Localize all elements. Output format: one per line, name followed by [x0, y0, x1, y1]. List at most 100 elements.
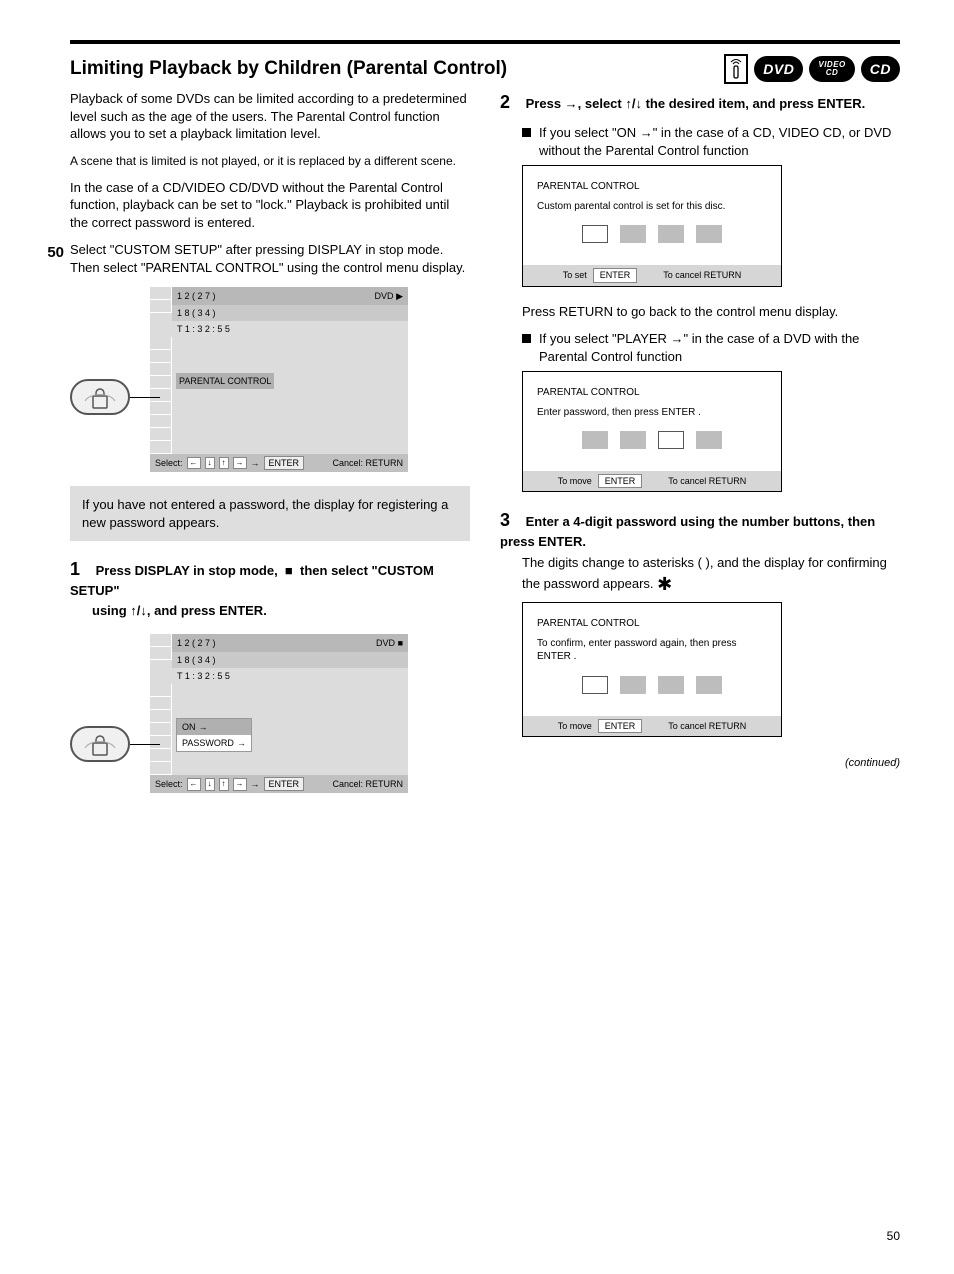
right-arrow-key: → [233, 457, 247, 470]
intro-1: Playback of some DVDs can be limited acc… [70, 90, 470, 143]
osd-b-line: Enter password, then press ENTER . [537, 406, 767, 420]
side-page-num: 50 [0, 241, 70, 263]
step-1c: using ↑/↓, and press ENTER. [92, 603, 267, 618]
media-badges: DVD VIDEO CD CD [724, 54, 900, 84]
continued: (continued) [845, 757, 900, 769]
osd-a-enter: ENTER [593, 268, 638, 282]
vcd-bot: CD [818, 69, 845, 77]
bullet-b-text: If you select "PLAYER →" in the case of … [539, 330, 900, 365]
ctrl2-foot: Select: ←↓↑→ → ENTER Cancel: RETURN [150, 775, 408, 793]
page-number: 50 [887, 1228, 900, 1244]
pw-cell [620, 676, 646, 694]
pw-cell [696, 676, 722, 694]
ctrl1-label: PARENTAL CONTROL [176, 373, 274, 389]
pw-cell [658, 225, 684, 243]
ctrl2-select: Select: [155, 778, 183, 790]
osd-a-line: Custom parental control is set for this … [537, 200, 767, 214]
step-3-num: 3 [500, 508, 522, 532]
intro-4: Select "CUSTOM SETUP" after pressing DIS… [70, 241, 470, 276]
ctrl1-time: T 1 : 3 2 : 5 5 [150, 321, 408, 337]
ctrl2-nums: 1 2 ( 2 7 ) [177, 637, 216, 649]
ctrl1-media: DVD [375, 291, 394, 301]
top-rule [70, 40, 900, 44]
square-bullet-icon [522, 334, 531, 343]
lock-icon [70, 379, 130, 415]
pw-cell [696, 431, 722, 449]
asterisk-icon: ✱ [657, 574, 672, 594]
ctrl1-cancel: Cancel: RETURN [332, 457, 403, 469]
step-3-line2: The digits change to asterisks ( ), and … [522, 555, 887, 591]
pw-cell [658, 676, 684, 694]
pw-cell [696, 225, 722, 243]
ctrl2-sublist: ON→ PASSWORD→ [176, 718, 252, 752]
dvd-badge: DVD [754, 56, 803, 82]
ctrl2-cancel: Cancel: RETURN [332, 778, 403, 790]
osd-a-after: Press RETURN to go back to the control m… [522, 303, 900, 321]
remote-icon [724, 54, 748, 84]
bullet-a: If you select "ON →" in the case of a CD… [522, 124, 900, 159]
osd-a-cancel: To cancel RETURN [663, 269, 741, 281]
ctrl2-enter: ENTER [264, 777, 305, 791]
pw-cell [620, 225, 646, 243]
step-3-line1: Enter a 4-digit password using the numbe… [500, 514, 875, 548]
right-column: 2 Press →, select ↑/↓ the desired item, … [500, 90, 900, 807]
osd-c-cancel: To cancel RETURN [668, 720, 746, 732]
step-1: 1 Press DISPLAY in stop mode, ■ then sel… [70, 557, 470, 619]
osd-b-title: PARENTAL CONTROL [537, 386, 767, 400]
ctrl2-on: ON [182, 721, 196, 733]
ctrl1-select: Select: [155, 457, 183, 469]
osd-c-title: PARENTAL CONTROL [537, 617, 767, 631]
osd-b: PARENTAL CONTROL Enter password, then pr… [522, 371, 782, 492]
ctrl2-time: T 1 : 3 2 : 5 5 [150, 668, 408, 684]
step-1a: Press DISPLAY in stop mode, [96, 563, 278, 578]
osd-c-move: To move [558, 720, 592, 732]
ctrl1-sub: 1 8 ( 3 4 ) [172, 305, 408, 321]
pw-cell [582, 431, 608, 449]
control-menu-2: 1 2 ( 2 7 ) DVD ■ 1 8 ( 3 4 ) T 1 : 3 2 … [150, 634, 470, 794]
osd-c-line: To confirm, enter password again, then p… [537, 637, 767, 664]
osd-b-pw [537, 431, 767, 449]
ctrl2-media: DVD [376, 638, 395, 648]
osd-a-title: PARENTAL CONTROL [537, 180, 767, 194]
ctrl1-nums: 1 2 ( 2 7 ) [177, 290, 216, 302]
osd-b-cancel: To cancel RETURN [668, 475, 746, 487]
ctrl1-foot: Select: ← ↓ ↑ → → ENTER Cancel: RETURN [150, 454, 408, 472]
page-header: Limiting Playback by Children (Parental … [70, 54, 900, 84]
osd-b-move: To move [558, 475, 592, 487]
step-1-num: 1 [70, 557, 92, 581]
osd-a-set: To set [563, 269, 587, 281]
bullet-a-text: If you select "ON →" in the case of a CD… [539, 124, 900, 159]
osd-a: PARENTAL CONTROL Custom parental control… [522, 165, 782, 286]
down-arrow-key: ↓ [205, 457, 215, 470]
page-title: Limiting Playback by Children (Parental … [70, 56, 507, 82]
highlight-note: If you have not entered a password, the … [70, 486, 470, 541]
up-arrow-key: ↑ [219, 457, 229, 470]
stop-icon: ■ [398, 638, 403, 648]
square-bullet-icon [522, 128, 531, 137]
osd-c: PARENTAL CONTROL To confirm, enter passw… [522, 602, 782, 737]
bullet-b: If you select "PLAYER →" in the case of … [522, 330, 900, 365]
lock-icon-2 [70, 726, 130, 762]
play-icon: ▶ [396, 291, 403, 301]
step-2: 2 Press →, select ↑/↓ the desired item, … [500, 90, 900, 492]
cd-badge: CD [861, 56, 900, 82]
pw-cell [620, 431, 646, 449]
pw-cell [582, 225, 608, 243]
left-arrow-key: ← [187, 457, 201, 470]
osd-b-enter: ENTER [598, 474, 643, 488]
video-cd-badge: VIDEO CD [809, 56, 854, 82]
intro-2: A scene that is limited is not played, o… [70, 153, 470, 169]
osd-c-enter: ENTER [598, 719, 643, 733]
step-3: 3 Enter a 4-digit password using the num… [500, 508, 900, 736]
left-column: Playback of some DVDs can be limited acc… [70, 90, 470, 807]
intro-3: In the case of a CD/VIDEO CD/DVD without… [70, 179, 470, 232]
control-menu-1: 1 2 ( 2 7 ) DVD ▶ 1 8 ( 3 4 ) T 1 : 3 2 … [150, 287, 470, 473]
ctrl2-pw: PASSWORD [182, 737, 234, 749]
step-2-line: Press →, select ↑/↓ the desired item, an… [526, 96, 866, 111]
ctrl2-sub: 1 8 ( 3 4 ) [172, 652, 408, 668]
step-2-num: 2 [500, 90, 522, 114]
osd-c-pw [537, 676, 767, 694]
pw-cell [658, 431, 684, 449]
osd-a-pw [537, 225, 767, 243]
ctrl1-enter: ENTER [264, 456, 305, 470]
